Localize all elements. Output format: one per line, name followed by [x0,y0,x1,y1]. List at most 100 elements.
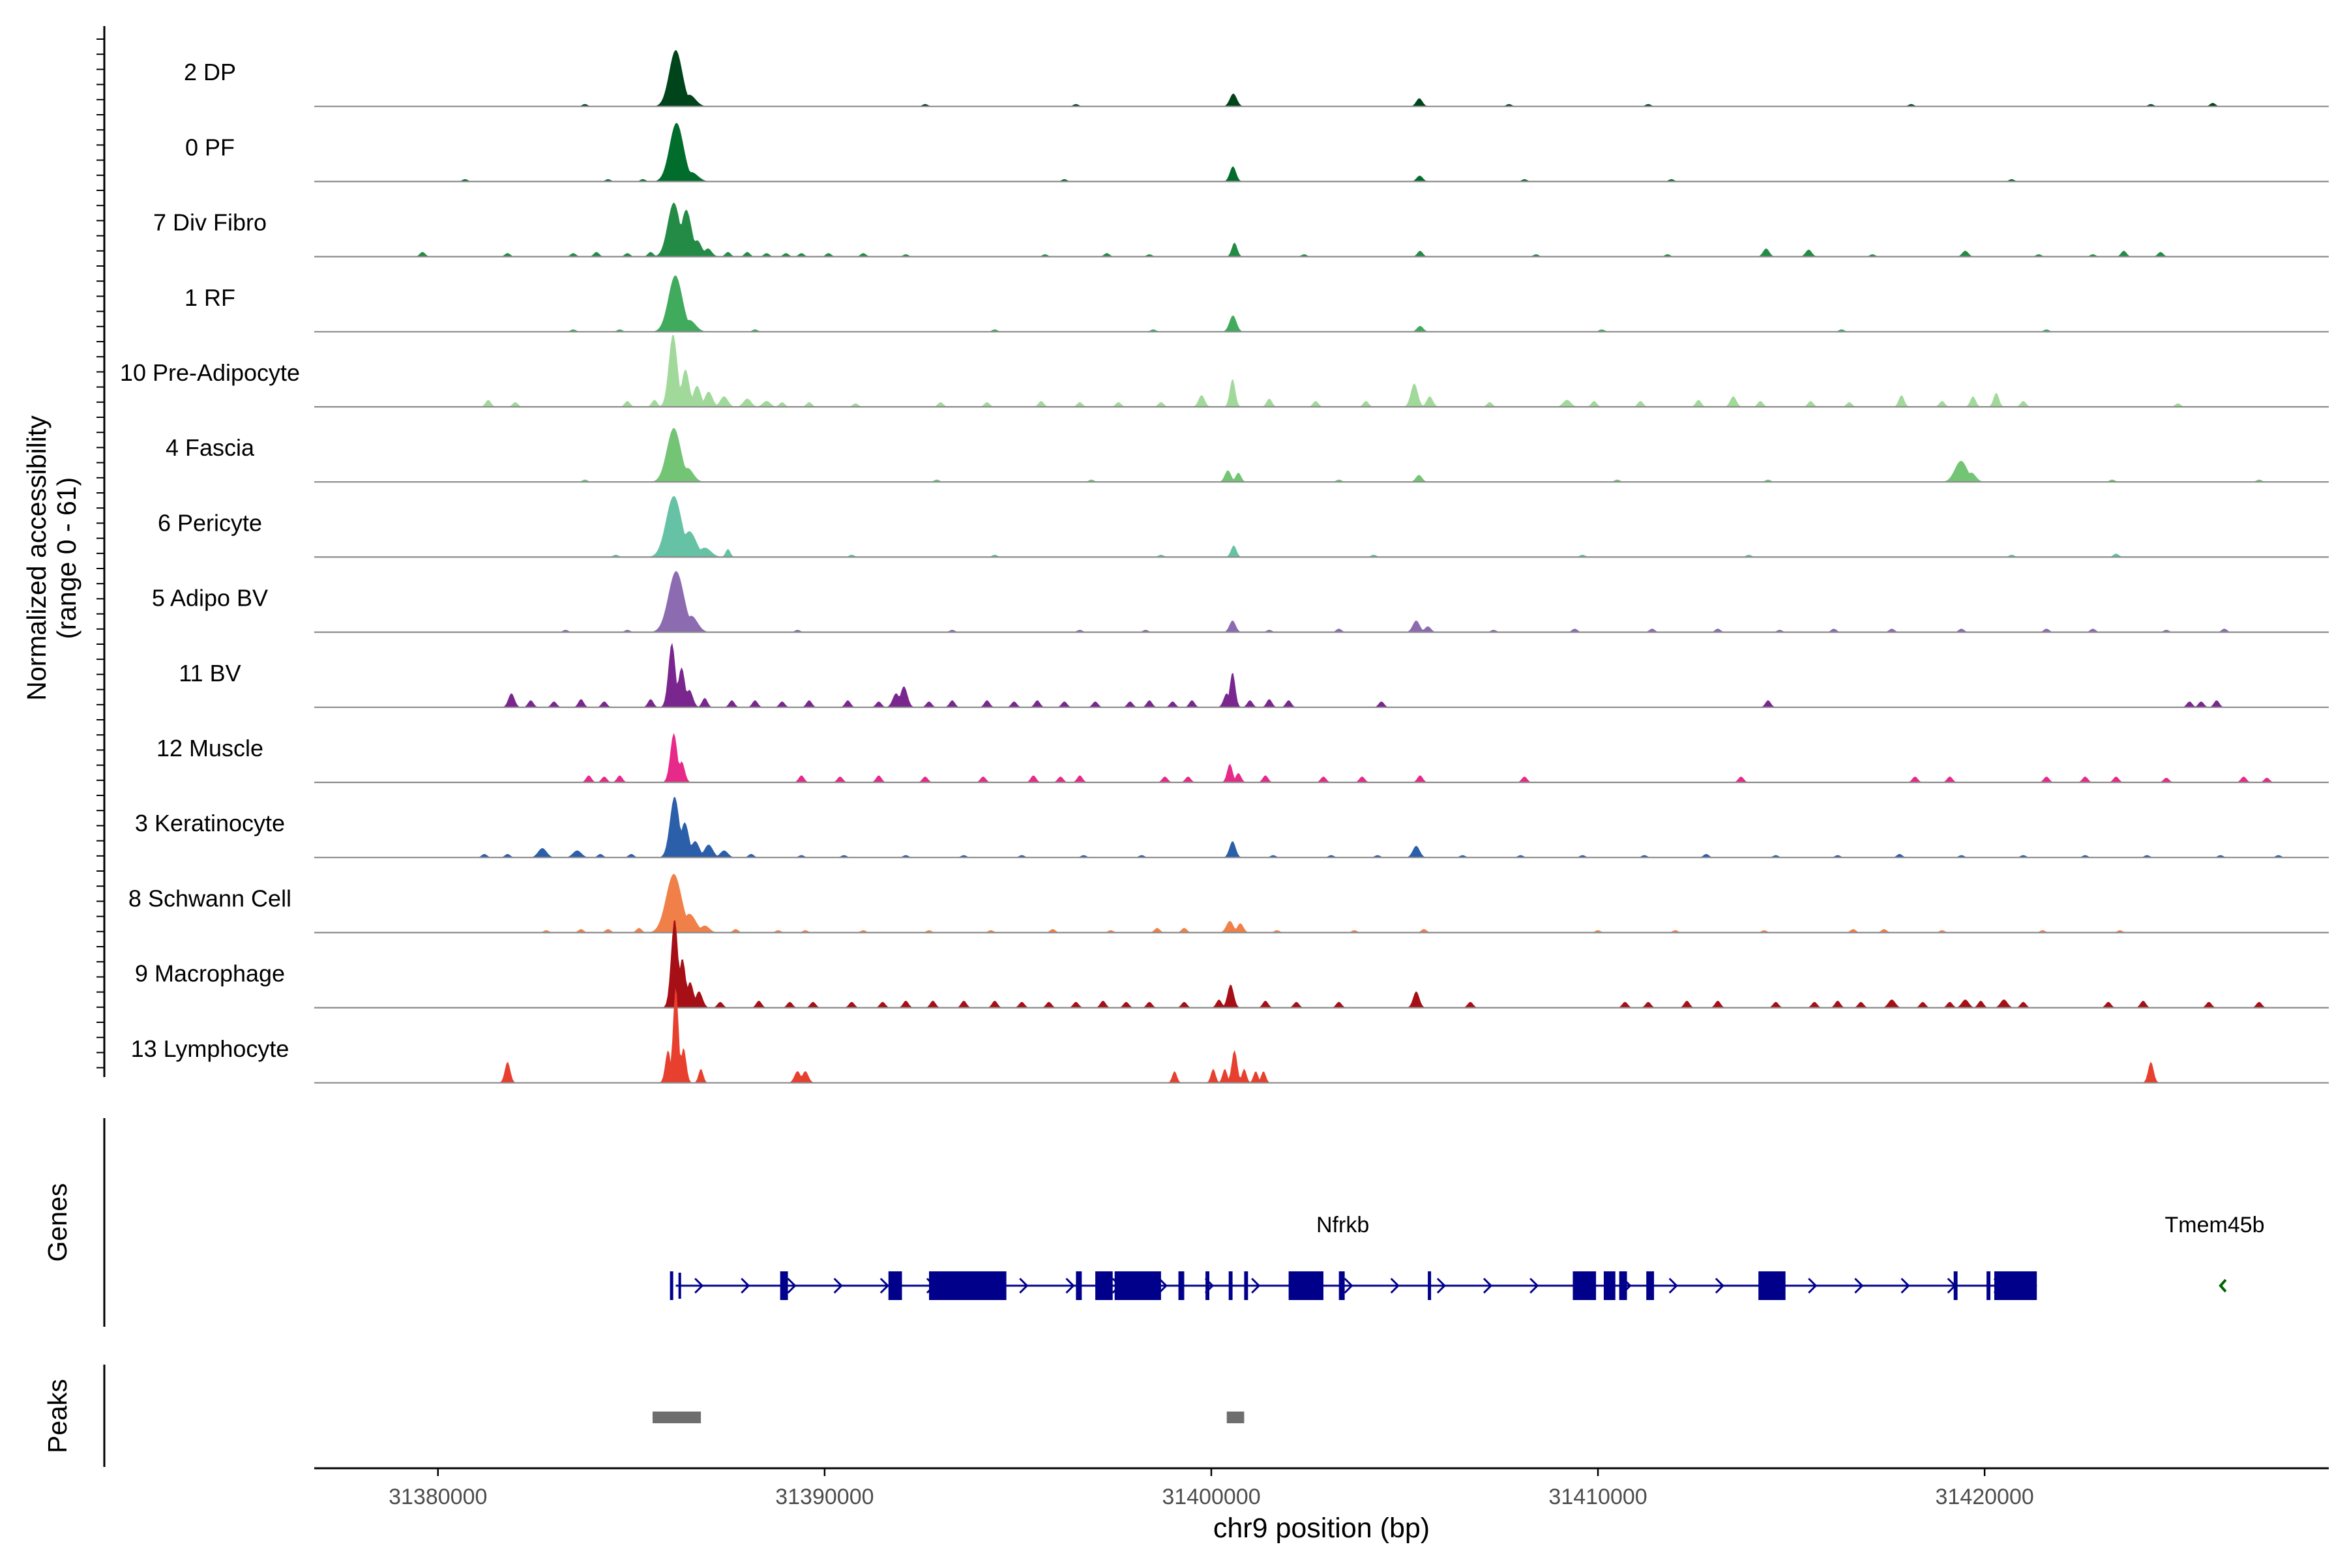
gene-label: Nfrkb [1316,1213,1369,1237]
coverage-area [314,428,2329,482]
tracks-layer: 2 DP 0 PF 7 Div Fibro 1 RF 10 Pre-Adipocyte 4… [120,50,2329,1084]
coverage-area [314,988,2329,1083]
strand-arrow [1251,1277,1261,1294]
coverage-area [314,874,2329,933]
peaks-layer [652,1412,1245,1423]
strand-arrow [741,1277,750,1294]
track-label: 13 Lymphocyte [131,1035,289,1062]
track-label: 0 PF [185,134,235,160]
exon [1244,1271,1248,1300]
strand-arrow [1854,1277,1864,1294]
track-3: 1 RF [185,275,2329,333]
track-label: 3 Keratinocyte [135,810,285,836]
track-13: 13 Lymphocyte [131,988,2329,1084]
strand-arrow [1019,1277,1029,1294]
exon [1646,1271,1655,1300]
track-label: 9 Macrophage [135,960,285,987]
coverage-area [314,202,2329,257]
track-4: 10 Pre-Adipocyte [120,334,2329,408]
axis-layer: 31380000 31390000 31400000 31410000 31420000 [96,26,2329,1509]
strand-arrow [1483,1277,1493,1294]
strand-arrow [1158,1277,1168,1294]
coverage-area [314,50,2329,107]
strand-arrow [1065,1277,1075,1294]
track-10: 3 Keratinocyte [135,797,2329,859]
track-6: 6 Pericyte [158,496,2329,558]
coverage-area [314,642,2329,707]
coverage-area [314,496,2329,557]
strand-arrow [1715,1277,1725,1294]
exon [1095,1271,1113,1300]
track-7: 5 Adipo BV [152,571,2329,633]
exon [1603,1271,1616,1300]
x-tick-label: 31410000 [1548,1485,1647,1509]
strand-arrow [1436,1277,1446,1294]
exon [1076,1271,1082,1300]
exon [1758,1271,1786,1300]
exon [1572,1271,1597,1300]
strand-arrow [1529,1277,1539,1294]
exon [670,1271,673,1300]
strand-arrow [694,1277,704,1294]
track-label: 4 Fascia [166,434,255,461]
exon [1288,1271,1323,1300]
track-11: 8 Schwann Cell [128,874,2329,934]
track-12: 9 Macrophage [135,920,2329,1009]
x-axis-label: chr9 position (bp) [1213,1513,1430,1544]
exon [1994,1271,2037,1300]
track-label: 2 DP [184,59,236,85]
peak-region [1226,1412,1245,1423]
gene-Nfrkb: Nfrkb [670,1213,2037,1300]
track-2: 7 Div Fibro [153,202,2329,258]
strand-arrow [1808,1277,1818,1294]
track-label: 8 Schwann Cell [128,885,291,911]
strand-arrow [2219,1279,2227,1293]
exon-narrow [678,1273,681,1299]
exon [1228,1271,1233,1300]
x-tick-label: 31400000 [1162,1485,1260,1509]
track-1: 0 PF [185,123,2329,183]
track-label: 7 Div Fibro [153,209,267,236]
gene-label: Tmem45b [2165,1213,2265,1237]
track-9: 12 Muscle [156,733,2329,784]
strand-arrow [879,1277,889,1294]
strand-arrow [1390,1277,1400,1294]
exon [888,1271,902,1300]
x-tick-label: 31420000 [1936,1485,2034,1509]
track-label: 5 Adipo BV [152,585,268,612]
track-0: 2 DP [184,50,2329,108]
exon [1205,1271,1210,1300]
exon [1338,1271,1345,1300]
exon [929,1271,1007,1300]
track-label: 10 Pre-Adipocyte [120,359,300,386]
coverage-area [314,275,2329,332]
strand-arrow [833,1277,843,1294]
track-label: 6 Pericyte [158,509,262,536]
exon [780,1271,788,1300]
peaks-panel-label: Peaks [42,1379,72,1453]
strand-arrow [787,1277,797,1294]
track-label: 1 RF [185,284,235,311]
genes-layer: Nfrkb Tmem45b [670,1213,2265,1300]
exon [1114,1271,1161,1300]
x-tick-label: 31380000 [389,1485,487,1509]
track-8: 11 BV [179,642,2329,708]
y-axis-label-line1: Normalized accessibility [22,415,52,701]
track-5: 4 Fascia [166,428,2329,483]
track-label: 11 BV [179,660,241,687]
strand-arrow [1900,1277,1910,1294]
exon [1178,1271,1185,1300]
x-tick-label: 31390000 [775,1485,874,1509]
y-axis-label-line2: (range 0 - 61) [52,477,81,639]
track-label: 12 Muscle [156,735,263,762]
exon [1619,1271,1627,1300]
peak-region [652,1412,701,1423]
exon [1428,1271,1432,1300]
coverage-area [314,733,2329,782]
strand-arrow [1344,1277,1353,1294]
gene-Tmem45b: Tmem45b [2165,1213,2265,1293]
exon [1986,1271,1991,1300]
coverage-area [314,334,2329,407]
